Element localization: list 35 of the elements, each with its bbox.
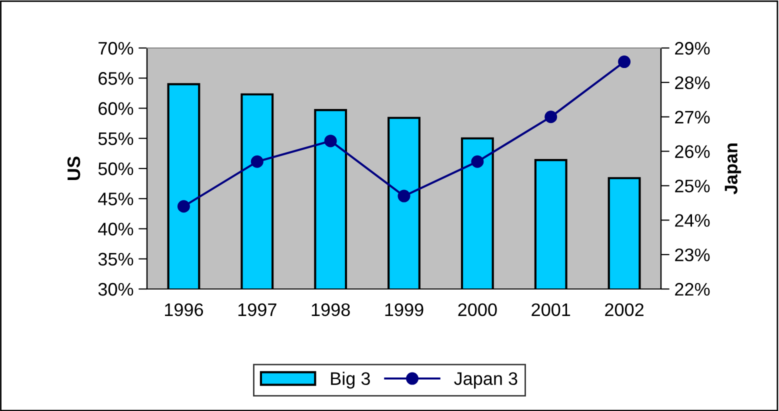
y2-tick-label: 23%	[675, 248, 710, 262]
y-tick-label: 70%	[98, 42, 134, 55]
point	[250, 155, 264, 168]
y2-axis-title: Japan	[724, 144, 742, 194]
y-tick-label: 50%	[98, 162, 134, 176]
y2-tick-label: 27%	[675, 110, 710, 124]
x-tick-label: 1999	[385, 303, 424, 316]
x-tick-label: 1997	[238, 303, 276, 316]
y-tick-label: 55%	[98, 132, 134, 146]
x-tick-label: 1996	[165, 303, 204, 316]
y-tick-label: 40%	[98, 222, 134, 236]
y-axis-title: US	[67, 156, 80, 180]
point	[544, 110, 558, 124]
x-tick-label: 1998	[312, 303, 350, 316]
y-tick-label: 35%	[98, 252, 134, 266]
y2-tick-label: 29%	[675, 42, 710, 55]
legend-label: Big 3	[331, 372, 370, 389]
y2-tick-label: 25%	[675, 180, 710, 192]
y-tick-label: 45%	[98, 192, 134, 206]
point	[177, 200, 190, 213]
point	[471, 155, 484, 168]
x-tick-label: 2000	[458, 303, 497, 316]
x-tick-label: 2002	[605, 303, 644, 316]
y-tick-label: 65%	[98, 72, 134, 85]
y2-tick-label: 24%	[675, 214, 710, 227]
point	[398, 190, 410, 202]
y2-tick-label: 28%	[675, 76, 710, 90]
x-tick-label: 2001	[532, 303, 570, 316]
y-tick-label: 30%	[98, 282, 134, 296]
y2-tick-label: 22%	[675, 282, 710, 296]
point	[324, 134, 337, 148]
y2-tick-label: 26%	[675, 145, 710, 158]
legend-label: Japan 3	[454, 372, 518, 389]
y-tick-label: 60%	[98, 102, 134, 115]
point	[618, 56, 631, 68]
